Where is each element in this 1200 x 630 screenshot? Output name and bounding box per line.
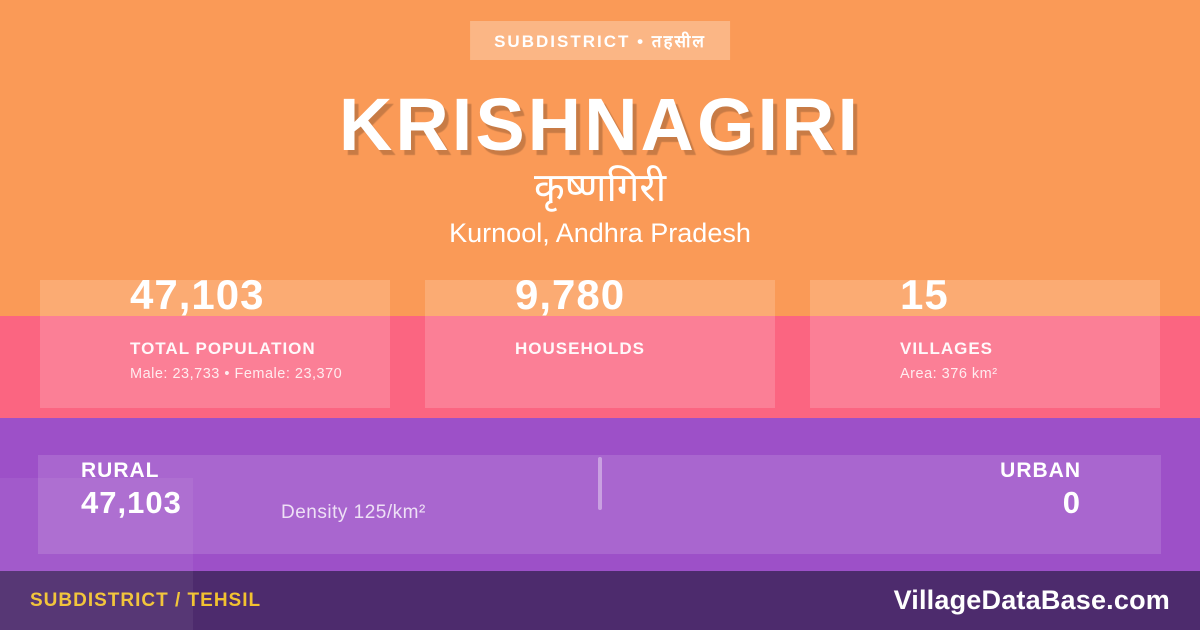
urban-block: URBAN 0 [1000, 458, 1081, 523]
stat-value: 47,103 [130, 271, 265, 318]
rural-value: 47,103 [81, 485, 182, 521]
stat-sub: Area: 376 km² [900, 366, 998, 382]
density-text: Density 125/km² [281, 502, 426, 523]
urban-value: 0 [1062, 485, 1081, 521]
type-badge: SUBDISTRICT • तहसील [470, 21, 730, 60]
rural-urban-divider [598, 457, 602, 510]
pink-band [0, 316, 1200, 418]
stat-label: HOUSEHOLDS [515, 339, 645, 358]
stat-value: 15 [900, 271, 949, 318]
stat-box-villages: 15 VILLAGES Area: 376 km² [810, 271, 1160, 408]
stat-box-households: 9,780 HOUSEHOLDS [425, 271, 775, 408]
stat-label: TOTAL POPULATION [130, 339, 316, 358]
native-title: कृष्णगिरी [533, 166, 667, 210]
stat-box-total-population: 47,103 TOTAL POPULATION Male: 23,733 • F… [40, 271, 390, 408]
footer: SUBDISTRICT / TEHSIL VillageDataBase.com [0, 571, 1200, 630]
rural-block: RURAL 47,103 [81, 458, 182, 523]
location-subtitle: Kurnool, Andhra Pradesh [449, 218, 751, 248]
page-title: KRISHNAGIRI [338, 83, 862, 166]
stat-sub: Male: 23,733 • Female: 23,370 [130, 366, 343, 382]
purple-band [0, 418, 1200, 571]
footer-type-label: SUBDISTRICT / TEHSIL [30, 589, 262, 611]
rural-label: RURAL [81, 459, 160, 482]
stat-value: 9,780 [515, 271, 626, 318]
brand-name: VillageDataBase.com [893, 585, 1170, 615]
stat-label: VILLAGES [900, 339, 994, 358]
rural-urban-panel: RURAL 47,103 Density 125/km² URBAN 0 [38, 455, 1161, 554]
urban-label: URBAN [1000, 459, 1081, 482]
footer-band [0, 571, 1200, 630]
